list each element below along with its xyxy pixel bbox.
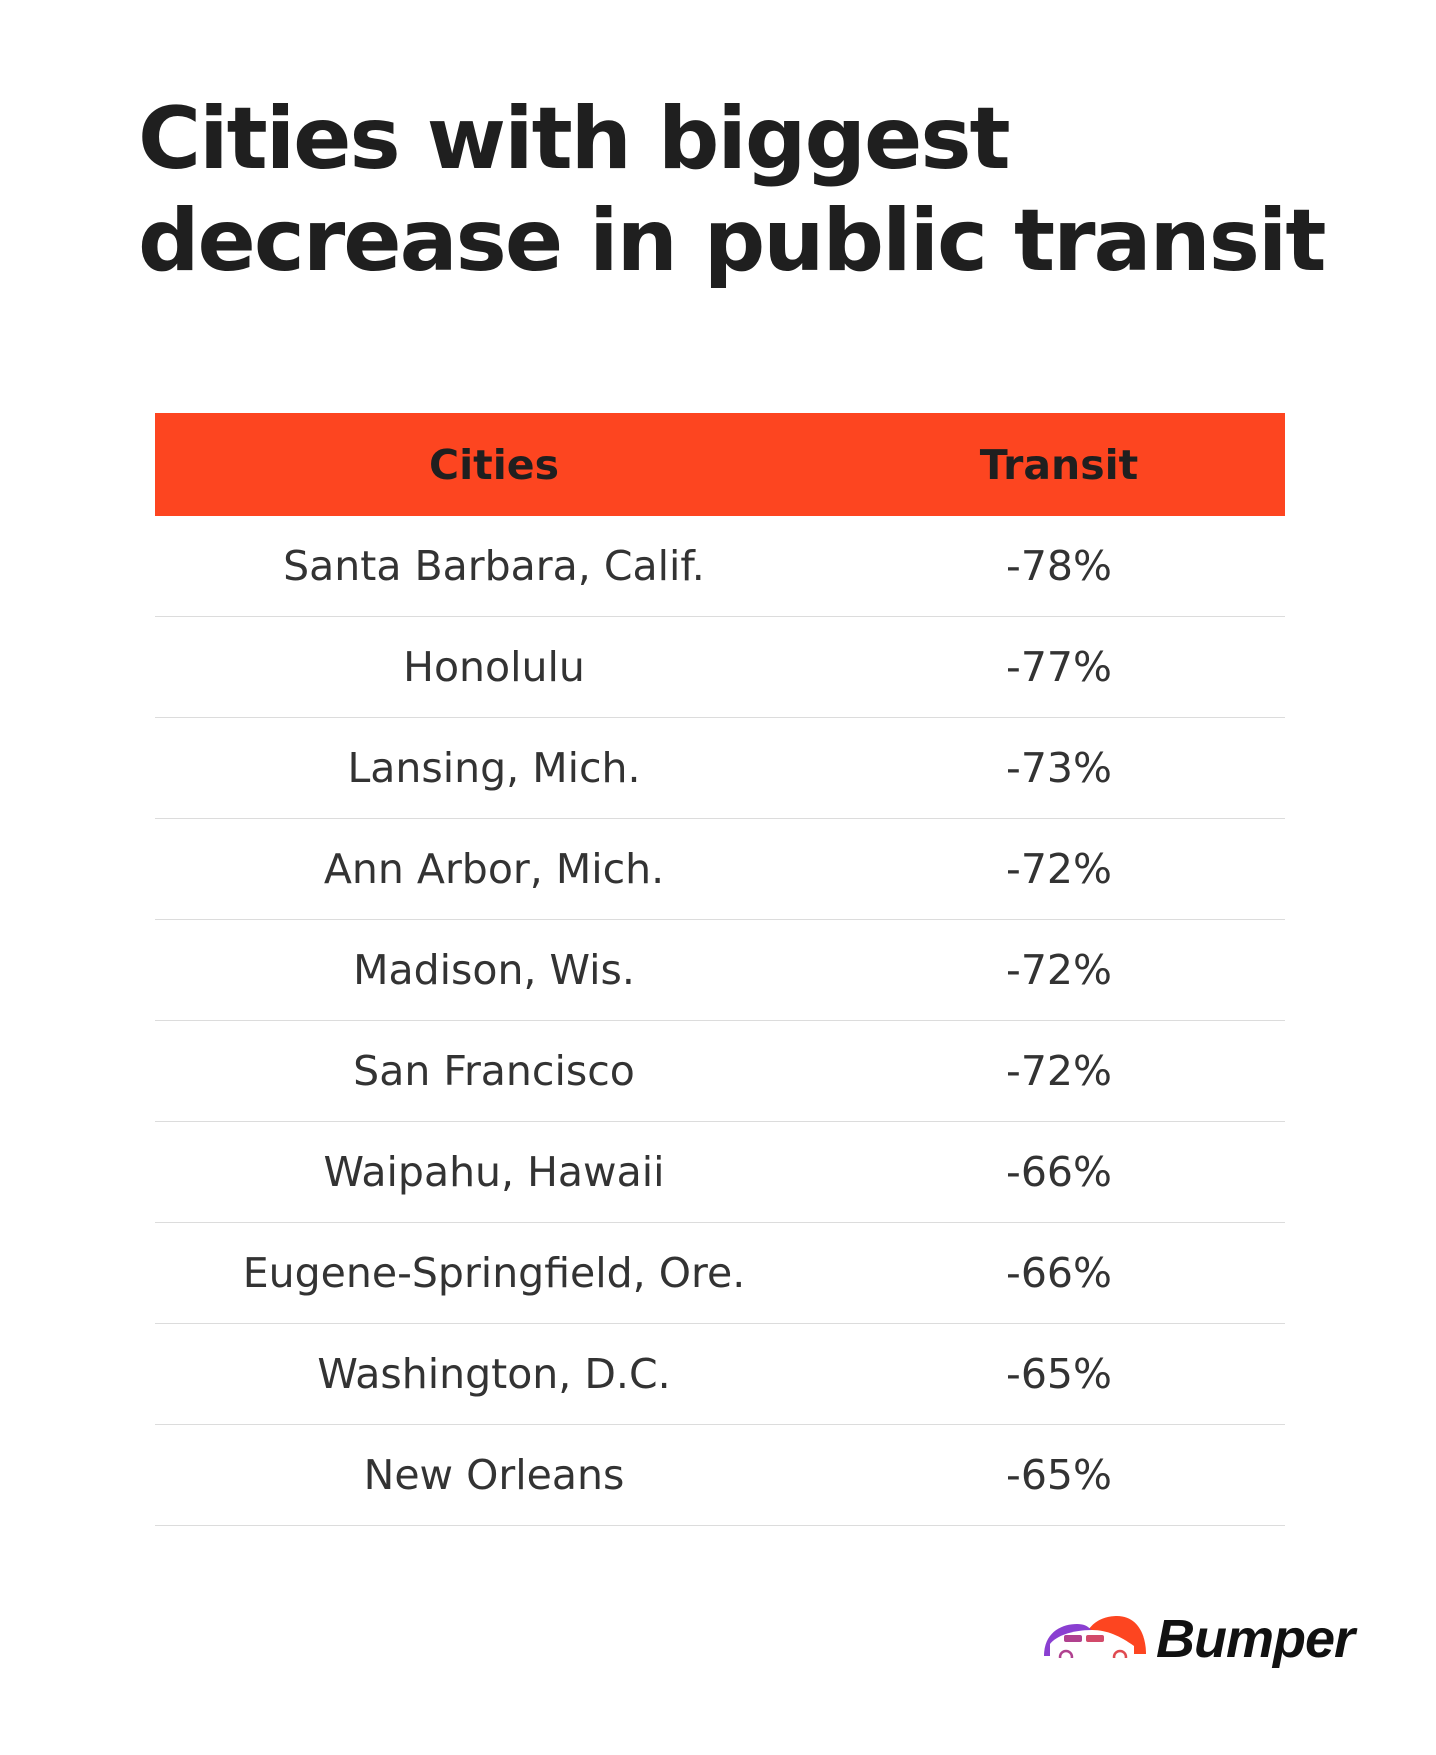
city-cell: Waipahu, Hawaii	[155, 1121, 833, 1223]
transit-cell: -65%	[833, 1424, 1285, 1526]
bumper-logo: Bumper	[1042, 1608, 1355, 1670]
title-line-2: decrease in public transit	[138, 191, 1327, 291]
header-cities: Cities	[155, 413, 833, 516]
table-row: Santa Barbara, Calif. -78%	[155, 516, 1285, 617]
table-row: Eugene-Springfield, Ore. -66%	[155, 1222, 1285, 1324]
page-title: Cities with biggest decrease in public tr…	[138, 88, 1327, 292]
table-row: Waipahu, Hawaii -66%	[155, 1121, 1285, 1223]
city-cell: Ann Arbor, Mich.	[155, 818, 833, 920]
title-line-1: Cities with biggest	[138, 89, 1011, 189]
table-row: New Orleans -65%	[155, 1424, 1285, 1526]
transit-cell: -73%	[833, 717, 1285, 819]
table-row: Lansing, Mich. -73%	[155, 717, 1285, 819]
transit-cell: -77%	[833, 616, 1285, 718]
transit-cell: -78%	[833, 516, 1285, 617]
city-cell: San Francisco	[155, 1020, 833, 1122]
table-header-row: Cities Transit	[155, 413, 1285, 516]
table-row: Honolulu -77%	[155, 616, 1285, 718]
transit-cell: -72%	[833, 919, 1285, 1021]
city-cell: Madison, Wis.	[155, 919, 833, 1021]
transit-cell: -66%	[833, 1222, 1285, 1324]
table-row: Madison, Wis. -72%	[155, 919, 1285, 1021]
table-row: Ann Arbor, Mich. -72%	[155, 818, 1285, 920]
city-cell: Eugene-Springfield, Ore.	[155, 1222, 833, 1324]
table-row: San Francisco -72%	[155, 1020, 1285, 1122]
car-logo-icon	[1042, 1616, 1148, 1664]
city-cell: Santa Barbara, Calif.	[155, 516, 833, 617]
city-cell: Honolulu	[155, 616, 833, 718]
transit-cell: -72%	[833, 1020, 1285, 1122]
city-cell: Washington, D.C.	[155, 1323, 833, 1425]
transit-cell: -72%	[833, 818, 1285, 920]
city-cell: Lansing, Mich.	[155, 717, 833, 819]
transit-cell: -65%	[833, 1323, 1285, 1425]
table-row: Washington, D.C. -65%	[155, 1323, 1285, 1425]
cities-transit-table: Cities Transit Santa Barbara, Calif. -78%…	[155, 413, 1285, 1526]
header-transit: Transit	[833, 413, 1285, 516]
transit-cell: -66%	[833, 1121, 1285, 1223]
city-cell: New Orleans	[155, 1424, 833, 1526]
brand-name: Bumper	[1156, 1609, 1355, 1669]
